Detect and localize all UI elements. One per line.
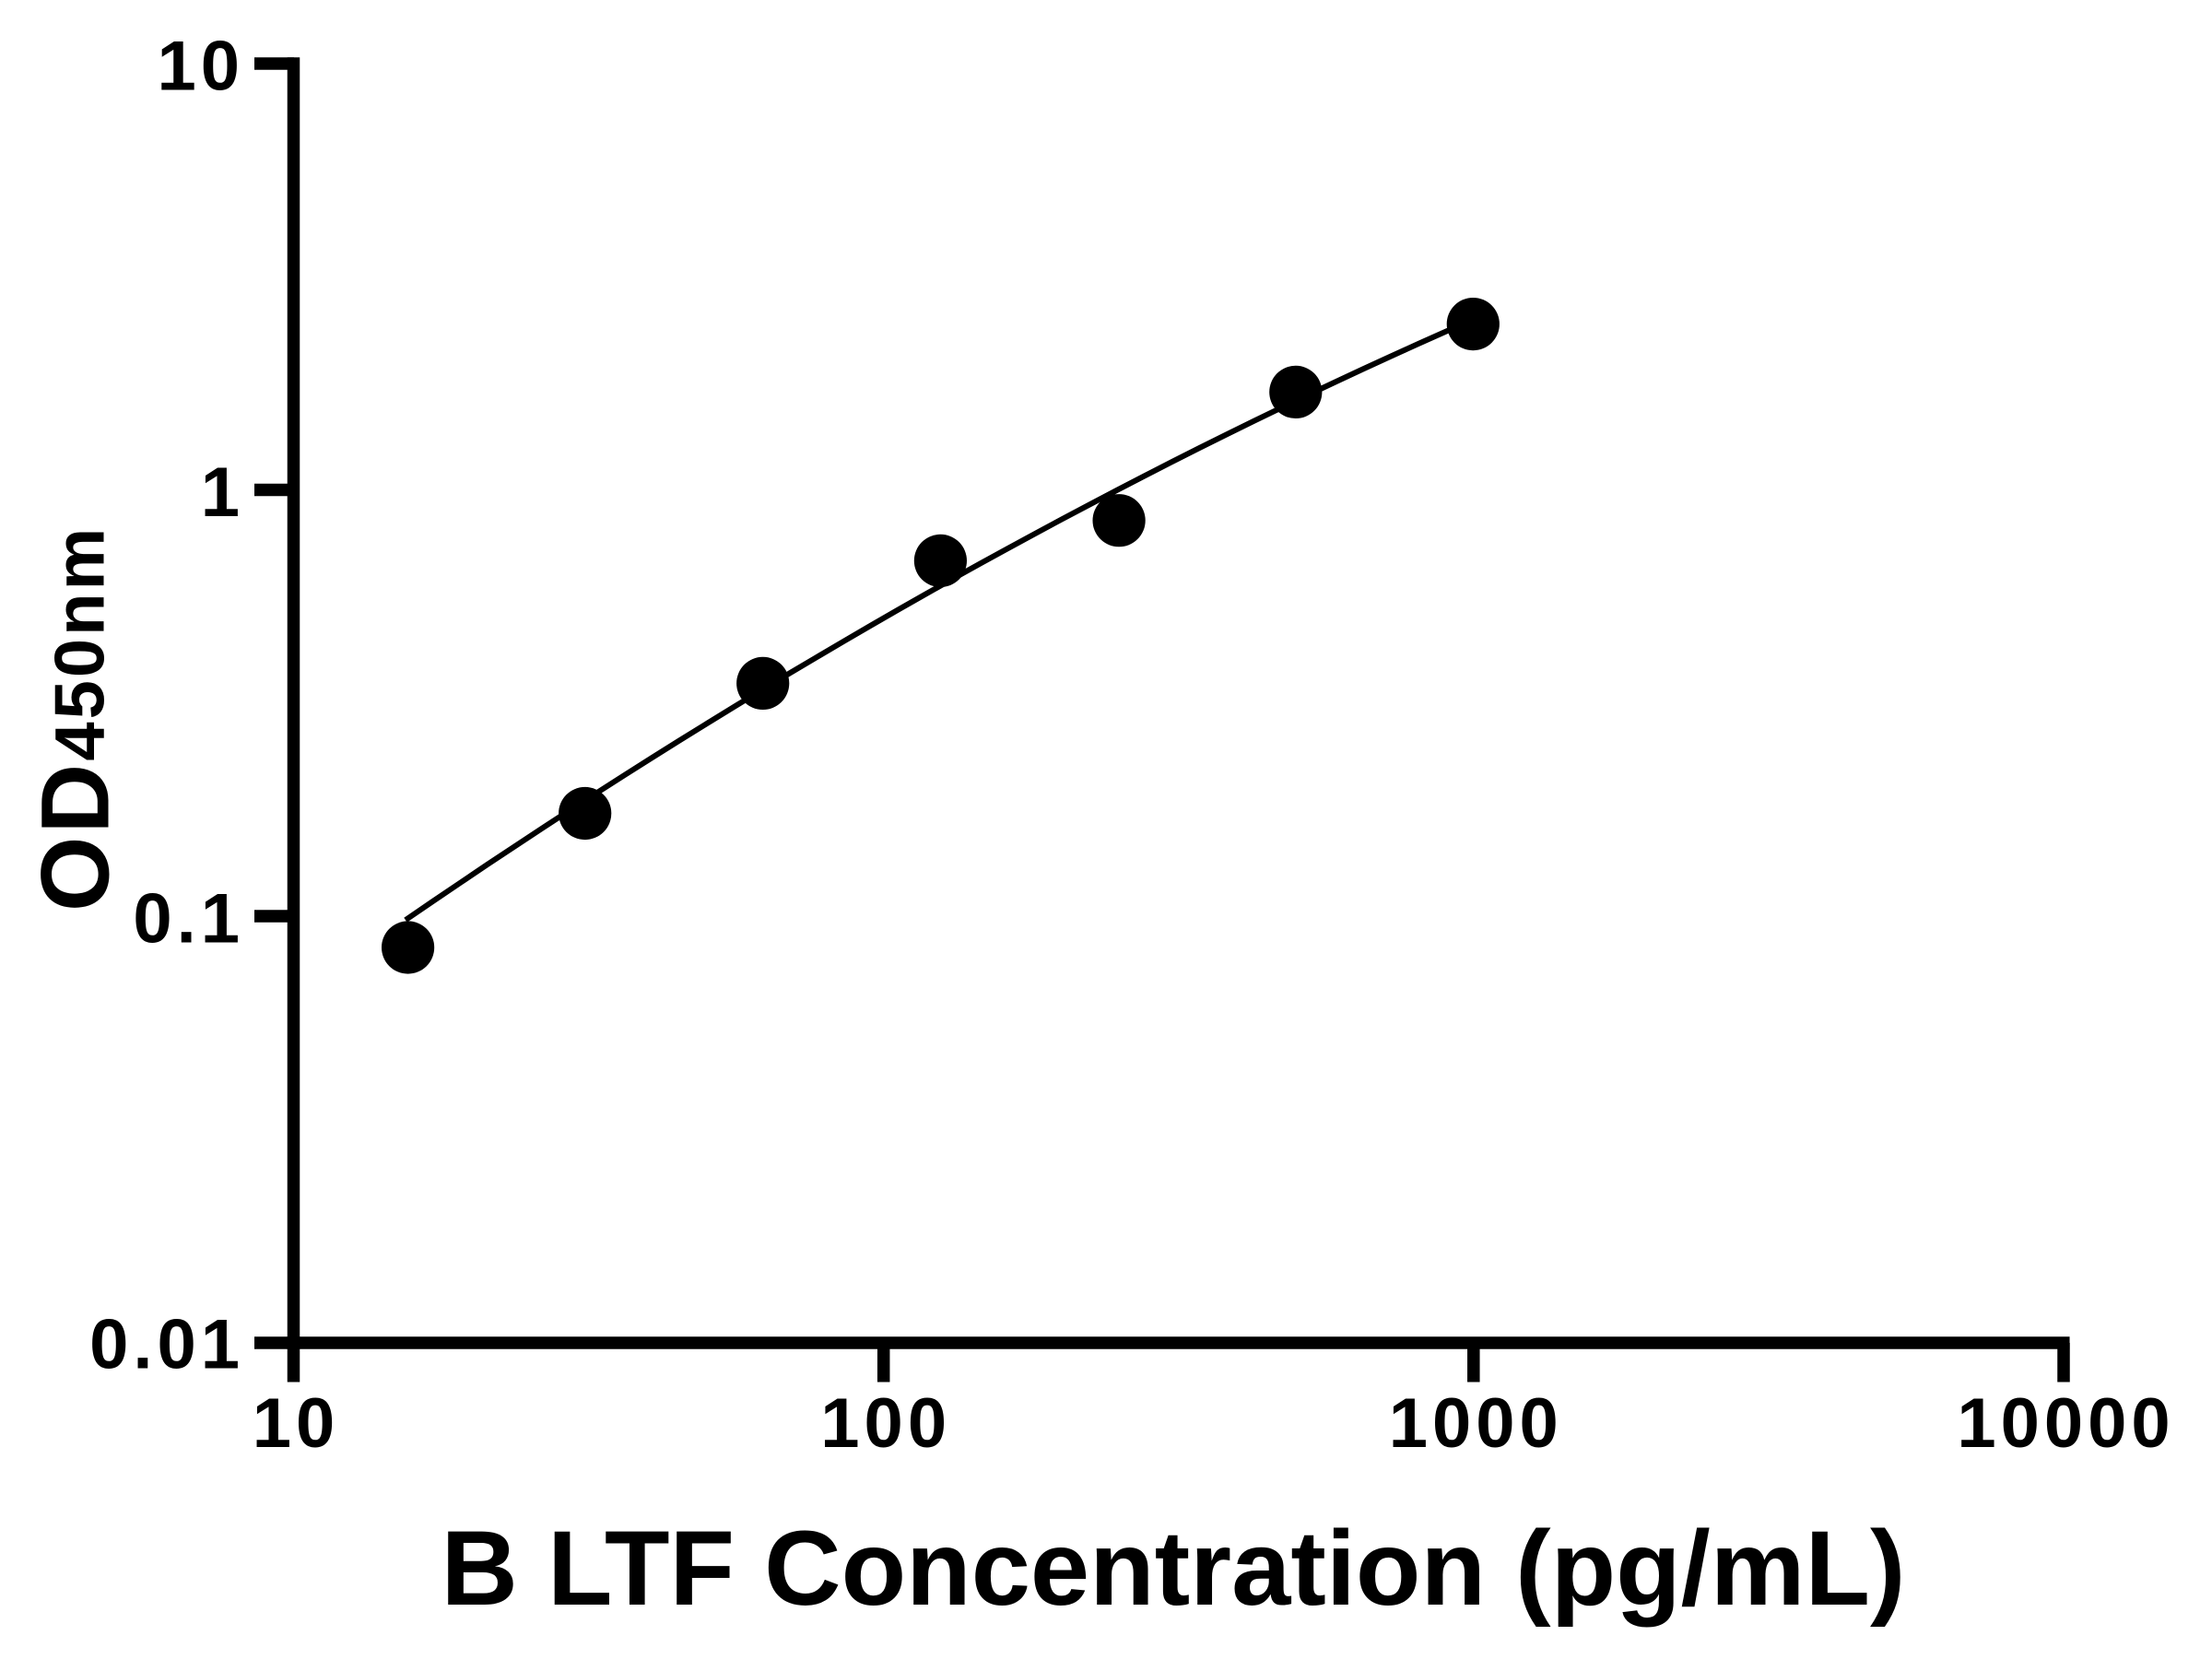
svg-text:100: 100 — [820, 1384, 951, 1463]
svg-text:10000: 10000 — [1957, 1384, 2174, 1463]
svg-text:0.01: 0.01 — [89, 1306, 244, 1384]
svg-text:10: 10 — [157, 28, 244, 106]
svg-text:1000: 1000 — [1389, 1384, 1563, 1463]
svg-text:B LTF Concentration (pg/mL): B LTF Concentration (pg/mL) — [441, 1509, 1906, 1628]
svg-text:OD450nm: OD450nm — [22, 525, 130, 912]
svg-text:0.1: 0.1 — [133, 880, 244, 959]
svg-text:1: 1 — [201, 453, 244, 532]
svg-text:10: 10 — [253, 1384, 340, 1463]
